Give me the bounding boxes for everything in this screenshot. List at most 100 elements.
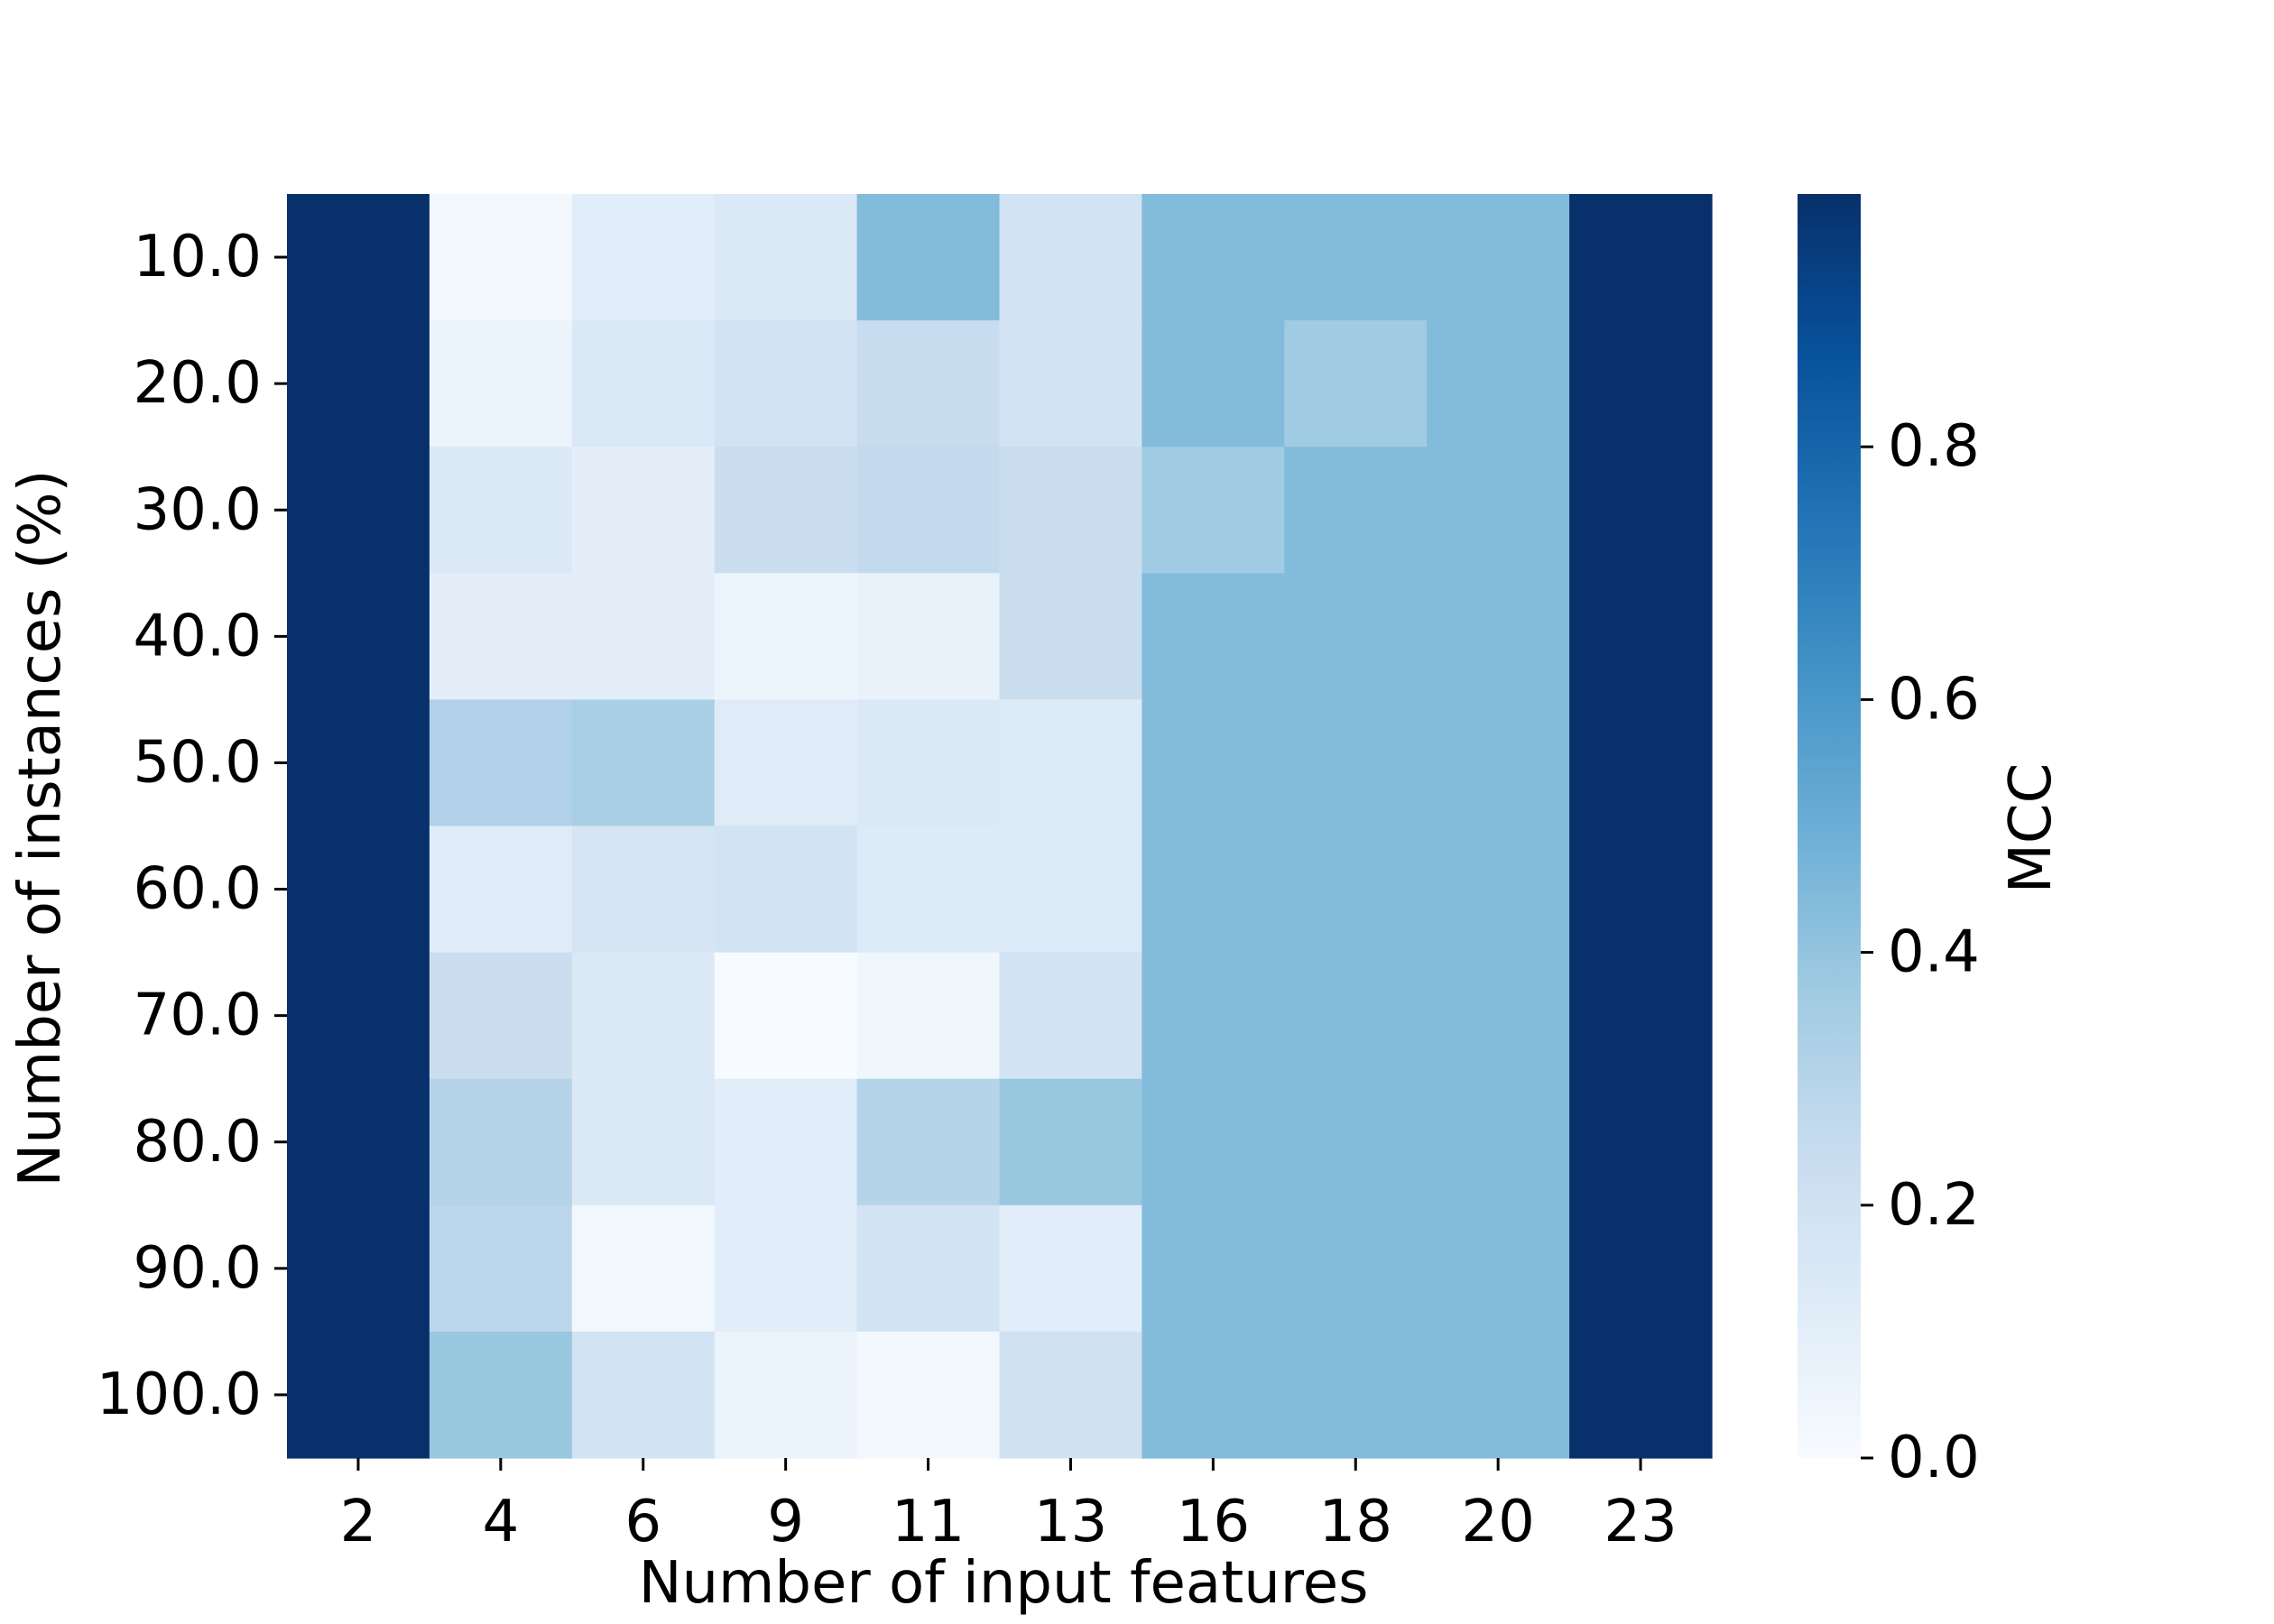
- heatmap-cell: [856, 699, 1001, 827]
- heatmap-cell: [999, 194, 1142, 321]
- heatmap-cell: [429, 699, 573, 827]
- heatmap-cell: [856, 320, 1001, 448]
- heatmap-cell: [571, 826, 716, 954]
- heatmap-cell: [287, 826, 430, 954]
- heatmap-cell: [1427, 1331, 1570, 1459]
- heatmap-cell: [999, 699, 1142, 827]
- heatmap-cell: [429, 320, 573, 448]
- heatmap-cell: [571, 573, 716, 700]
- x-tick-label: 16: [1177, 1489, 1250, 1555]
- heatmap-cell: [1284, 1204, 1428, 1333]
- x-tick-label: 20: [1461, 1489, 1534, 1555]
- heatmap-cell: [714, 699, 858, 827]
- heatmap-cell: [714, 194, 858, 321]
- heatmap-cell: [714, 320, 858, 448]
- heatmap-cell: [287, 194, 430, 321]
- heatmap-cell: [1427, 1078, 1570, 1206]
- colorbar-ticks: 0.0 0.2 0.4 0.6 0.8: [1861, 413, 1980, 1491]
- heatmap-cell: [571, 699, 716, 827]
- heatmap-cell: [1569, 1204, 1713, 1333]
- heatmap-cell: [429, 573, 573, 700]
- x-tick-label: 4: [482, 1489, 519, 1555]
- heatmap-cell: [856, 1204, 1001, 1333]
- heatmap-cell: [856, 952, 1001, 1080]
- x-tick-label: 9: [767, 1489, 804, 1555]
- x-tick-label: 11: [892, 1489, 965, 1555]
- heatmap-cell: [1142, 952, 1285, 1080]
- heatmap-cell: [1427, 194, 1570, 321]
- heatmap-cell: [287, 1204, 430, 1333]
- colorbar-tick-label: 0.0: [1888, 1425, 1980, 1491]
- heatmap-cell: [1427, 320, 1570, 448]
- heatmap-cell: [1142, 320, 1285, 448]
- y-tick-label: 20.0: [134, 350, 263, 417]
- heatmap-cell: [287, 1331, 430, 1459]
- heatmap-cell: [1142, 1331, 1285, 1459]
- y-tick-label: 30.0: [134, 476, 263, 543]
- heatmap-cell: [429, 1331, 573, 1459]
- heatmap-cell: [999, 1331, 1142, 1459]
- heatmap-cell: [856, 1078, 1001, 1206]
- y-tick-label: 40.0: [134, 603, 263, 669]
- y-tick-label: 60.0: [134, 856, 263, 923]
- heatmap-cell: [1569, 194, 1713, 321]
- heatmap-cell: [1284, 952, 1428, 1080]
- heatmap-cell: [287, 447, 430, 574]
- heatmap-cell: [1284, 1078, 1428, 1206]
- heatmap-cell: [287, 699, 430, 827]
- x-tick-label: 6: [624, 1489, 661, 1555]
- heatmap-cell: [571, 1331, 716, 1459]
- heatmap-cells: [287, 194, 1713, 1459]
- heatmap-cell: [1284, 826, 1428, 954]
- heatmap-cell: [429, 1078, 573, 1206]
- colorbar-tick-label: 0.8: [1888, 413, 1980, 480]
- heatmap-cell: [571, 447, 716, 574]
- heatmap-cell: [429, 447, 573, 574]
- y-axis-label: Number of instances (%): [7, 469, 74, 1186]
- heatmap-cell: [1569, 1331, 1713, 1459]
- heatmap-cell: [1284, 447, 1428, 574]
- heatmap-cell: [999, 1204, 1142, 1333]
- heatmap-cell: [999, 826, 1142, 954]
- colorbar-label: MCC: [1998, 763, 2065, 894]
- x-tick-label: 2: [340, 1489, 377, 1555]
- heatmap-cell: [1427, 826, 1570, 954]
- x-tick-label: 18: [1319, 1489, 1392, 1555]
- heatmap-cell: [856, 1331, 1001, 1459]
- heatmap-cell: [1427, 447, 1570, 574]
- heatmap-cell: [999, 573, 1142, 700]
- heatmap-cell: [999, 952, 1142, 1080]
- heatmap-cell: [1427, 952, 1570, 1080]
- heatmap-cell: [1142, 194, 1285, 321]
- heatmap-cell: [287, 320, 430, 448]
- heatmap-cell: [999, 320, 1142, 448]
- heatmap-cell: [1142, 826, 1285, 954]
- colorbar-tick-label: 0.4: [1888, 919, 1980, 986]
- heatmap-cell: [287, 1078, 430, 1206]
- heatmap-cell: [1569, 447, 1713, 574]
- y-axis-ticks: 10.0 20.0 30.0 40.0 50.0 60.0 70.0 80.0 90.0 100.…: [97, 224, 287, 1428]
- heatmap-cell: [1142, 1078, 1285, 1206]
- heatmap-cell: [714, 1204, 858, 1333]
- heatmap-cell: [1569, 699, 1713, 827]
- colorbar-tick-label: 0.6: [1888, 666, 1980, 733]
- colorbar-tick-label: 0.2: [1888, 1172, 1980, 1239]
- heatmap-cell: [999, 447, 1142, 574]
- heatmap-cell: [1569, 952, 1713, 1080]
- heatmap-cell: [1284, 1331, 1428, 1459]
- heatmap-cell: [1284, 573, 1428, 700]
- heatmap-cell: [287, 952, 430, 1080]
- y-tick-label: 100.0: [97, 1361, 262, 1428]
- heatmap-cell: [571, 320, 716, 448]
- heatmap-cell: [1284, 320, 1428, 448]
- y-tick-label: 70.0: [134, 983, 263, 1049]
- heatmap-cell: [714, 573, 858, 700]
- heatmap-cell: [999, 1078, 1142, 1206]
- heatmap-cell: [429, 1204, 573, 1333]
- heatmap-cell: [1569, 573, 1713, 700]
- heatmap-cell: [429, 194, 573, 321]
- x-axis-ticks: 2 4 6 9 11 13 16 18 20 23: [340, 1458, 1678, 1555]
- heatmap-cell: [571, 1204, 716, 1333]
- heatmap-cell: [571, 1078, 716, 1206]
